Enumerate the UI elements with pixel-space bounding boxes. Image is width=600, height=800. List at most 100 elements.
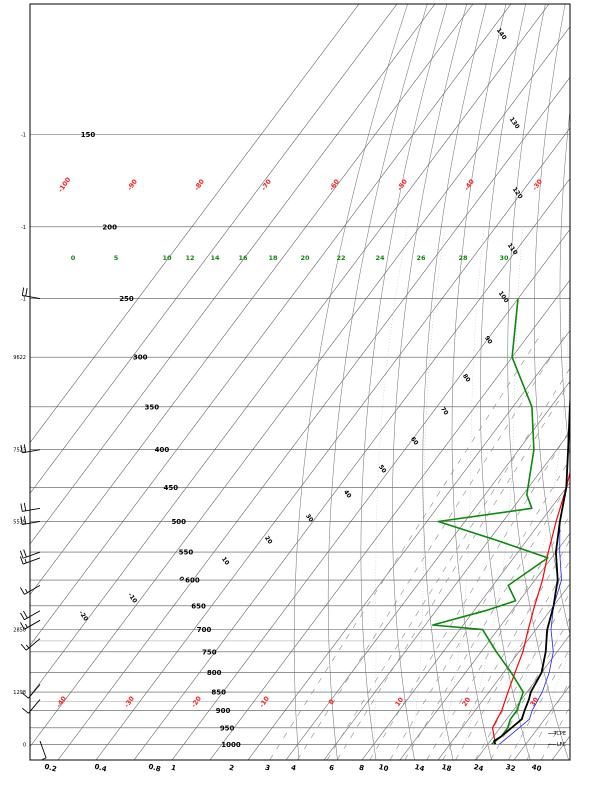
dry-adiabat-40 <box>507 4 569 760</box>
height-label: 2850 <box>13 628 26 634</box>
isotherm-10 <box>437 583 570 760</box>
mixing-ratio-label: 5 <box>114 254 119 262</box>
parcel-trace <box>491 470 570 745</box>
axis-labels: 1502002503003504004505005506006507007508… <box>13 27 566 774</box>
wind-barb-flag <box>20 503 23 512</box>
pressure-label-850: 850 <box>211 689 226 697</box>
height-label: 5539 <box>13 519 26 525</box>
x-axis-label: 32 <box>505 763 517 773</box>
pressure-label-150: 150 <box>81 131 96 139</box>
wind-barb-flag <box>20 444 23 453</box>
pressure-label-300: 300 <box>133 354 148 362</box>
isotherm--120 <box>30 4 512 646</box>
plot-frame <box>29 3 571 761</box>
pressure-label-900: 900 <box>216 707 231 715</box>
height-label: -1 <box>21 132 26 138</box>
isotherm--70 <box>133 178 570 760</box>
mixing-ratio-label: 26 <box>416 254 426 262</box>
adiabat-label: 20 <box>263 535 274 546</box>
adiabat-label: 80 <box>461 373 472 384</box>
moist-adiabat--10 <box>373 226 408 745</box>
isotherm-label-top: -40 <box>463 177 477 192</box>
wind-barb-staff <box>28 684 41 699</box>
isotherm--10 <box>361 482 570 760</box>
wind-barb <box>20 516 41 526</box>
height-label: 0 <box>23 742 26 748</box>
wind-barb <box>19 556 41 565</box>
x-axis-label: 0.4 <box>93 763 107 774</box>
marker-tcpe: TCPE <box>553 731 566 737</box>
adiabat-label: 60 <box>409 436 420 447</box>
wind-barb-staff <box>39 740 47 759</box>
background-grid <box>30 4 600 760</box>
wind-barb <box>39 740 47 760</box>
x-axis-label: 40 <box>531 763 543 773</box>
isotherm--90 <box>57 76 570 760</box>
mixing-ratio-label: 10 <box>162 254 172 262</box>
wind-barb-staff <box>25 638 41 651</box>
moist-adiabat-24 <box>502 534 570 745</box>
pressure-label-950: 950 <box>220 724 235 732</box>
moist-adiabat-8 <box>441 226 485 745</box>
mixing-ratio-line <box>326 367 570 760</box>
wind-barb-flag <box>20 622 25 630</box>
height-label: 1298 <box>13 690 26 696</box>
sounding-traces <box>431 298 570 745</box>
dry-adiabat-30 <box>480 4 531 760</box>
pressure-label-750: 750 <box>202 648 217 656</box>
isotherm-label-top: -70 <box>260 177 274 192</box>
wind-barb-flag <box>21 287 25 296</box>
wind-barb-staff <box>22 557 41 565</box>
mixing-ratio-line <box>369 428 570 760</box>
isotherm-label-bottom: -30 <box>123 694 137 709</box>
adiabat-label: 0 <box>177 575 185 582</box>
adiabat-label: 100 <box>497 290 510 304</box>
wind-barb <box>21 287 41 300</box>
adiabat-label: 90 <box>483 335 494 346</box>
adiabat-label: 70 <box>439 406 450 417</box>
wind-barb-flag <box>20 612 25 620</box>
moist-adiabat-20 <box>487 281 570 745</box>
pressure-label-200: 200 <box>102 223 117 231</box>
wind-barb-flag <box>20 587 25 595</box>
wind-barb-half-flag <box>25 588 28 593</box>
isotherm-label-bottom: -20 <box>190 694 204 709</box>
dry-adiabat--30 <box>293 4 408 760</box>
dry-adiabat-50 <box>534 4 570 636</box>
isotherm-label-top: -100 <box>56 176 72 194</box>
isotherm-label-top: -30 <box>531 177 545 192</box>
mixing-ratio-label: 28 <box>458 254 468 262</box>
pressure-label-700: 700 <box>197 626 212 634</box>
x-axis-label: 10 <box>378 763 390 773</box>
x-axis-label: 14 <box>414 763 426 773</box>
moist-adiabat-0 <box>411 226 446 745</box>
mixing-ratio-label: 14 <box>210 254 220 262</box>
moist-adiabat-14 <box>464 226 524 745</box>
wind-barb-flag <box>22 707 29 714</box>
mixing-ratio-line <box>336 381 570 760</box>
isotherm--50 <box>209 279 570 760</box>
x-axis-label: 1 <box>170 764 177 773</box>
adiabat-label: -10 <box>126 592 138 605</box>
isotherm-40 <box>551 735 570 760</box>
wind-barb-staff <box>24 610 41 621</box>
wind-barb-flag <box>20 516 23 525</box>
isotherm--80 <box>95 127 570 760</box>
isotherm-label-bottom: 20 <box>460 695 472 707</box>
wind-barb-half-flag <box>24 558 27 564</box>
wind-barb-flag <box>23 444 27 453</box>
wind-barb-staff <box>22 449 41 454</box>
wind-barb <box>20 585 41 595</box>
mixing-ratio-label: 22 <box>336 254 345 262</box>
pressure-label-550: 550 <box>179 549 194 557</box>
isotherm-50 <box>590 4 600 760</box>
mixing-ratio-line <box>442 539 570 760</box>
dry-adiabat-60 <box>559 107 570 460</box>
dry-adiabat-10 <box>422 4 487 760</box>
pressure-label-800: 800 <box>207 669 222 677</box>
mixing-ratio-label: 16 <box>238 254 248 262</box>
x-axis-label: 3 <box>264 764 271 773</box>
wind-barb <box>20 444 41 454</box>
isotherm-label-top: -80 <box>193 177 207 192</box>
